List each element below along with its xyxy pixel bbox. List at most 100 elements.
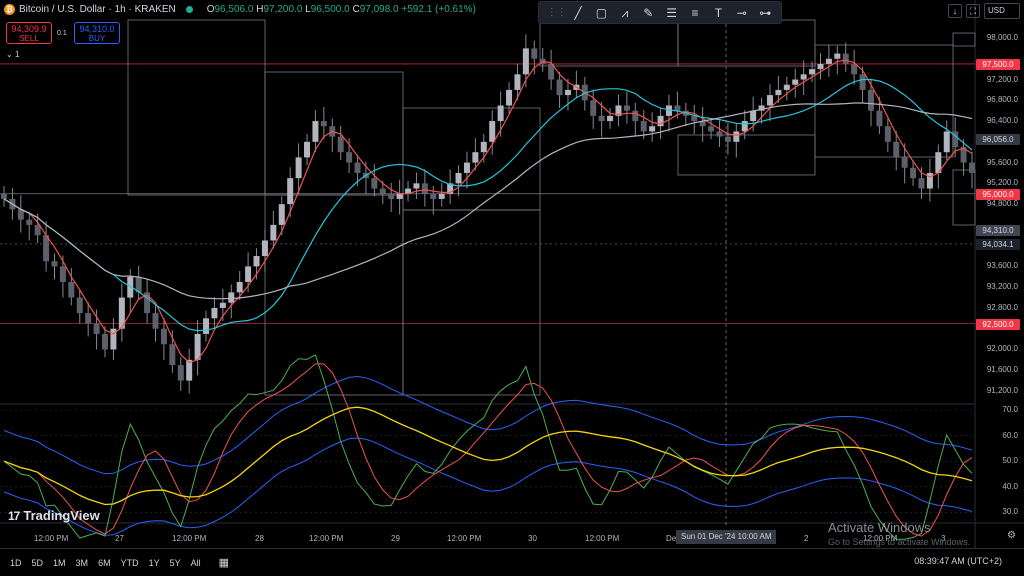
clock[interactable]: 08:39:47 AM (UTC+2) <box>914 556 1002 566</box>
drawn-box <box>677 19 816 67</box>
rectangle-tool-icon[interactable]: ▢ <box>595 5 608 20</box>
price-axis-tick: 95,200.0 <box>986 178 1018 188</box>
sell-button[interactable]: 94,309.9 SELL <box>6 22 52 44</box>
candle-body <box>926 172 933 189</box>
change-value: +592.1 (+0.61%) <box>401 4 476 15</box>
range-button-ytd[interactable]: YTD <box>120 557 139 568</box>
range-button-5y[interactable]: 5Y <box>169 557 181 568</box>
candle-body <box>1 193 7 199</box>
high-label: H <box>256 4 264 15</box>
bottom-toolbar: 1D 5D 1M 3M 6M YTD 1Y 5Y All ▦ <box>0 548 1024 576</box>
candle-body <box>548 63 555 80</box>
level-label-95000: 95,000.0 <box>976 188 1020 200</box>
currency-selector[interactable]: USD <box>984 3 1020 19</box>
fib-tool-icon[interactable]: ☰ <box>666 5 678 20</box>
candle-body <box>34 224 41 236</box>
price-axis-tick: 98,000.0 <box>986 33 1018 42</box>
candle-body <box>792 79 799 85</box>
buy-price: 94,310.0 <box>79 24 115 34</box>
price-axis-tick: 95,600.0 <box>986 157 1018 167</box>
price-axis-tick: 92,000.0 <box>986 344 1018 354</box>
candle-body <box>893 141 900 158</box>
symbol-title[interactable]: Bitcoin / U.S. Dollar · 1h · KRAKEN <box>19 4 176 15</box>
candle-body <box>943 131 950 153</box>
range-button-3m[interactable]: 3M <box>75 557 89 568</box>
candle-body <box>834 53 841 59</box>
symbol-header: ₿ Bitcoin / U.S. Dollar · 1h · KRAKEN O9… <box>4 4 476 15</box>
indicator-axis-tick: 60.0 <box>1002 430 1018 440</box>
time-axis-tick: Dec <box>666 534 681 543</box>
candle-body <box>876 110 883 127</box>
candle-body <box>68 281 75 298</box>
path-tool-icon[interactable]: ⩘ <box>621 5 629 20</box>
tradingview-logo[interactable]: 17 TradingView <box>8 508 100 523</box>
candle-body <box>859 74 866 90</box>
market-status-icon <box>185 6 193 13</box>
time-axis-tick: 12:00 PM <box>863 534 898 543</box>
candle-body <box>817 63 824 70</box>
candle-body <box>421 183 428 194</box>
candle-body <box>270 224 277 241</box>
candle-body <box>733 131 740 142</box>
ema-slow-line <box>3 102 973 300</box>
candle-body <box>371 178 378 189</box>
candle-body <box>657 115 664 127</box>
candle-body <box>203 318 210 334</box>
indicator-axis-tick: 50.0 <box>1002 456 1018 466</box>
calendar-icon[interactable]: ▦ <box>218 557 230 569</box>
level-label-97500: 97,500.0 <box>976 58 1020 70</box>
line-tool-icon[interactable]: ╱ <box>574 5 582 20</box>
candle-body <box>59 266 66 282</box>
drag-handle-icon[interactable]: ⋮⋮ <box>546 6 567 18</box>
candle-body <box>901 157 908 168</box>
top-right-controls: ↓ ⛶ USD <box>948 3 1020 19</box>
buy-button[interactable]: 94,310.0 BUY <box>74 22 120 44</box>
candle-body <box>177 365 184 381</box>
candle-body <box>851 63 858 75</box>
candle-body <box>430 193 437 199</box>
fullscreen-icon[interactable]: ⛶ <box>966 4 980 18</box>
time-axis-tick: 12:00 PM <box>309 534 344 543</box>
range-button-1d[interactable]: 1D <box>10 557 22 568</box>
range-button-1y[interactable]: 1Y <box>148 557 160 568</box>
lower-band-line <box>3 437 973 536</box>
drawn-box <box>539 19 679 67</box>
range-button-all[interactable]: All <box>190 557 201 568</box>
brush-tool-icon[interactable]: ✎ <box>643 5 654 20</box>
indicator-axis-tick: 40.0 <box>1002 481 1018 491</box>
candle-body <box>118 297 125 329</box>
candle-body <box>455 172 462 184</box>
candle-body <box>236 281 243 293</box>
candle-body <box>346 152 353 163</box>
candle-body <box>775 89 782 96</box>
horizontal-line-icon[interactable]: ⊶ <box>759 5 772 20</box>
close-value: 97,098.0 <box>359 4 399 15</box>
candle-body <box>354 162 361 173</box>
rsi-average-line <box>3 406 973 506</box>
range-button-5d[interactable]: 5D <box>31 557 44 568</box>
candle-body <box>194 333 201 360</box>
range-button-1m[interactable]: 1M <box>53 557 66 568</box>
quantity-selector[interactable]: ⌄ 1 <box>6 50 20 59</box>
candle-body <box>724 136 731 142</box>
time-axis-tick: 27 <box>115 534 124 543</box>
price-axis-tick: 93,600.0 <box>986 261 1018 271</box>
candle-body <box>969 162 975 173</box>
settings-gear-icon[interactable]: ⚙ <box>1007 530 1016 541</box>
candle-body <box>640 121 647 132</box>
open-value: 96,506.0 <box>214 4 254 15</box>
candle-body <box>245 266 252 282</box>
channel-tool-icon[interactable]: ≡ <box>691 5 699 20</box>
text-tool-icon[interactable]: T <box>714 5 723 20</box>
candle-body <box>825 58 832 64</box>
candle-body <box>320 121 327 127</box>
candle-body <box>396 193 403 199</box>
low-label: L <box>305 4 311 15</box>
level-label-92500: 92,500.0 <box>976 318 1020 330</box>
horizontal-ray-icon[interactable]: ⊸ <box>736 5 747 20</box>
time-axis-tick: 2 <box>804 534 809 543</box>
download-icon[interactable]: ↓ <box>948 4 962 18</box>
range-button-6m[interactable]: 6M <box>98 557 111 568</box>
low-value: 96,500.0 <box>310 4 350 15</box>
